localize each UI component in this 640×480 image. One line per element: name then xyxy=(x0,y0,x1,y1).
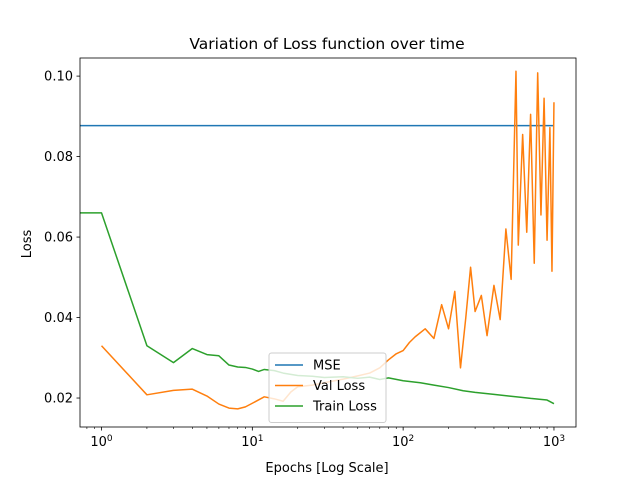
legend-label-val-loss: Val Loss xyxy=(313,379,365,394)
chart-title: Variation of Loss function over time xyxy=(189,35,464,53)
y-tick-label: 0.06 xyxy=(44,231,73,246)
y-tick-label: 0.10 xyxy=(44,70,73,85)
x-tick-label: 100 xyxy=(90,434,113,450)
legend: MSE Val Loss Train Loss xyxy=(268,352,387,423)
y-tick-label: 0.08 xyxy=(44,150,73,165)
y-tick-label: 0.02 xyxy=(44,392,73,407)
legend-label-mse: MSE xyxy=(313,359,341,374)
y-tick-label: 0.04 xyxy=(44,311,73,326)
x-axis-label: Epochs [Log Scale] xyxy=(265,461,388,476)
axis-ticks: 100 101 102 103 0.02 0.04 0.06 0.08 0.10 xyxy=(44,70,565,450)
legend-box xyxy=(268,352,387,423)
axes-frame xyxy=(79,57,577,428)
legend-label-train-loss: Train Loss xyxy=(312,400,377,415)
y-axis-label: Loss xyxy=(20,230,35,259)
series-line-val-loss xyxy=(100,70,555,410)
x-tick-label: 103 xyxy=(543,434,565,450)
x-tick-label: 101 xyxy=(241,434,263,450)
x-tick-label: 102 xyxy=(392,434,414,450)
